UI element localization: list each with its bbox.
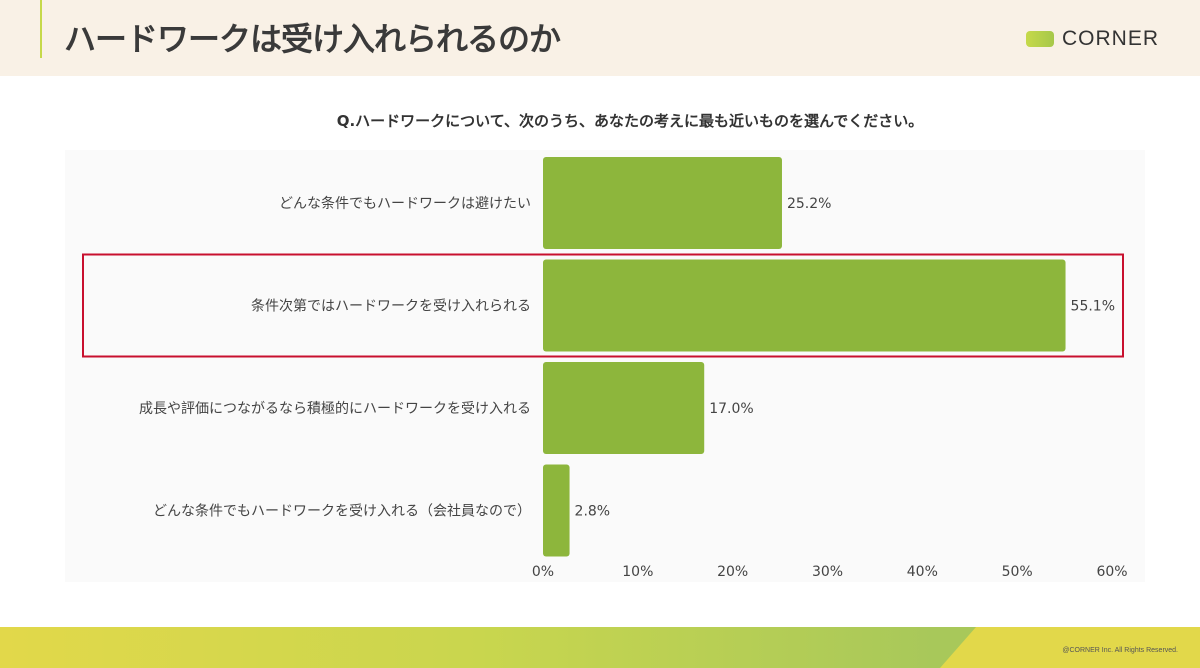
x-tick-label: 0% bbox=[532, 564, 554, 580]
page-title: ハードワークは受け入れられるのか bbox=[64, 20, 561, 58]
bar bbox=[543, 362, 705, 454]
x-tick-label: 30% bbox=[812, 564, 843, 580]
data-label: 17.0% bbox=[709, 401, 753, 417]
bar bbox=[543, 259, 1066, 352]
data-label: 2.8% bbox=[575, 504, 611, 520]
category-label: 成長や評価につながるなら積極的にハードワークを受け入れる bbox=[139, 401, 531, 417]
accent-line bbox=[40, 0, 42, 58]
x-tick-label: 10% bbox=[622, 564, 653, 580]
header: ハードワークは受け入れられるのか CORNER bbox=[0, 0, 1200, 76]
category-label: どんな条件でもハードワークを受け入れる（会社員なので） bbox=[153, 503, 531, 520]
x-tick-label: 20% bbox=[717, 564, 748, 580]
copyright: @CORNER Inc. All Rights Reserved. bbox=[1062, 647, 1178, 654]
data-label: 25.2% bbox=[787, 196, 831, 212]
footer-accent bbox=[940, 627, 1200, 668]
data-label: 55.1% bbox=[1071, 299, 1115, 315]
category-label: どんな条件でもハードワークは避けたい bbox=[279, 195, 531, 212]
x-tick-label: 50% bbox=[1002, 564, 1033, 580]
logo: CORNER bbox=[1026, 27, 1159, 51]
bar bbox=[543, 464, 570, 557]
category-label: 条件次第ではハードワークを受け入れられる bbox=[251, 298, 531, 315]
logo-text: CORNER bbox=[1062, 27, 1160, 50]
x-tick-label: 40% bbox=[907, 564, 938, 580]
footer: @CORNER Inc. All Rights Reserved. bbox=[0, 627, 1200, 668]
chart-title: Q.ハードワークについて、次のうち、あなたの考えに最も近いものを選んでください。 bbox=[336, 112, 924, 130]
x-tick-label: 60% bbox=[1096, 564, 1127, 580]
bar bbox=[543, 157, 782, 249]
logo-mark-icon bbox=[1026, 31, 1054, 47]
highlight-box bbox=[82, 253, 1124, 358]
